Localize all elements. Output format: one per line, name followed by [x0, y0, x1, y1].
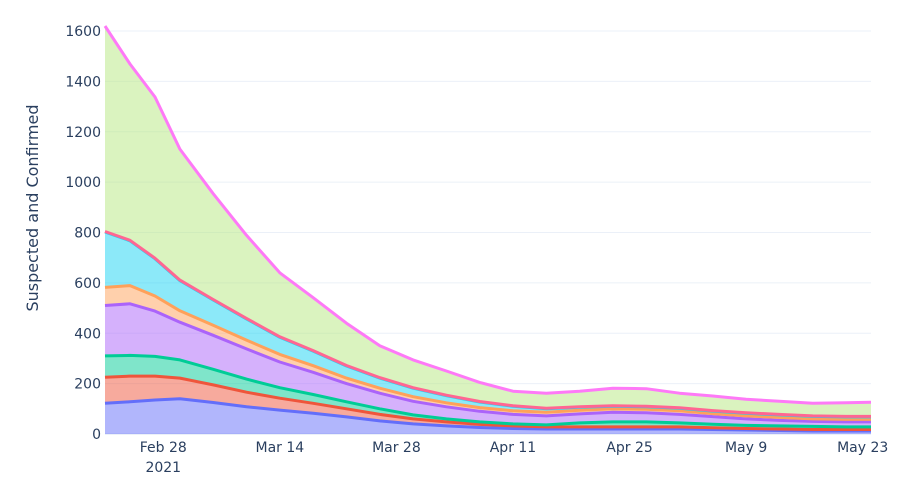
line-series-2[interactable] [104, 374, 871, 431]
line-series-4[interactable] [104, 302, 871, 424]
line-series-7[interactable] [104, 230, 871, 418]
line-series-3[interactable] [104, 353, 871, 429]
y-tick-label: 0 [92, 427, 101, 443]
y-tick-label: 1000 [65, 175, 101, 191]
y-tick-label: 1600 [65, 24, 101, 40]
line-series-5[interactable] [104, 284, 871, 421]
y-axis-title: Suspected and Confirmed [23, 104, 42, 311]
x-tick-label: Apr 11 [490, 440, 536, 456]
y-tick-label: 400 [74, 326, 101, 342]
x-tick-label: Mar 28 [372, 440, 421, 456]
area-fill-series-4 [105, 303, 871, 427]
x-tick-label: Apr 25 [606, 440, 652, 456]
line-series-8[interactable] [103, 25, 872, 405]
y-tick-label: 1200 [65, 125, 101, 141]
x-tick-label: May 9 [725, 440, 767, 456]
area-fill-series-1 [105, 398, 871, 434]
area-fill-series-8 [105, 26, 871, 417]
y-tick-label: 200 [74, 377, 101, 393]
y-tick-label: 600 [74, 276, 101, 292]
area-fill-series-2 [105, 376, 871, 431]
x-tick-label: Feb 28 [140, 440, 187, 456]
y-axis-ticks: 0 200 400 600 800 1000 1200 1400 1600 [65, 24, 101, 443]
y-tick-label: 1400 [65, 74, 101, 90]
x-tick-label: May 23 [837, 440, 888, 456]
x-tick-label: Mar 14 [256, 440, 305, 456]
series-lines [103, 25, 872, 433]
y-tick-label: 800 [74, 226, 101, 242]
area-fill-series-3 [105, 355, 871, 430]
x-tick-year: 2021 [145, 460, 181, 476]
x-axis-ticks: Feb 28 2021 Mar 14 Mar 28 Apr 11 Apr 25 May 9 M… [140, 440, 889, 476]
